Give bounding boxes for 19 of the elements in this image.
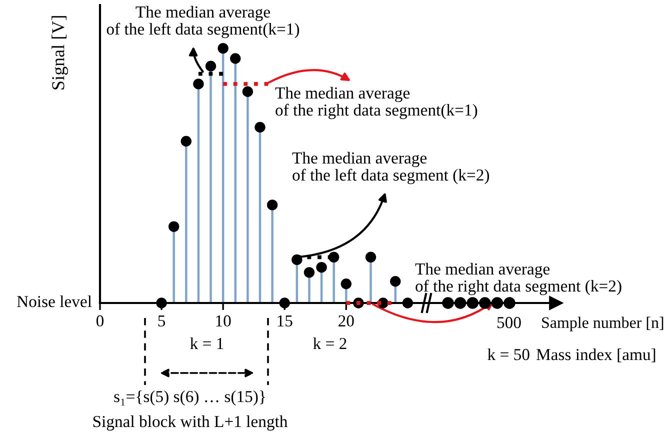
x-tick-label: 10	[216, 315, 231, 327]
annotation: The median average of the left data segment (k=2)	[292, 152, 490, 184]
text: Noise level	[17, 295, 92, 308]
text: s₁={s(5) s(6) … s(15)}	[114, 390, 265, 406]
x-tick-label: 15	[278, 315, 292, 327]
annotation: The median average of the right data segment(k=1)	[275, 86, 478, 120]
text: Sample number [n]	[542, 316, 664, 332]
text: k = 1	[190, 337, 224, 350]
annotation: The median average of the left data segment(k=1)	[106, 6, 300, 38]
text: Mass index [amu]	[536, 348, 656, 362]
text: k = 2	[313, 337, 346, 350]
text: Signal block with L+1 length	[93, 415, 288, 431]
text: k = 50	[488, 348, 530, 360]
text: 500	[497, 316, 521, 328]
x-tick-label: 20	[338, 315, 354, 327]
y-axis-title: Signal [V]	[52, 16, 68, 90]
annotation: The median average of the right data segment (k=2)	[415, 262, 622, 296]
x-tick-label: 0	[96, 315, 104, 327]
x-tick-label: 5	[158, 315, 166, 327]
